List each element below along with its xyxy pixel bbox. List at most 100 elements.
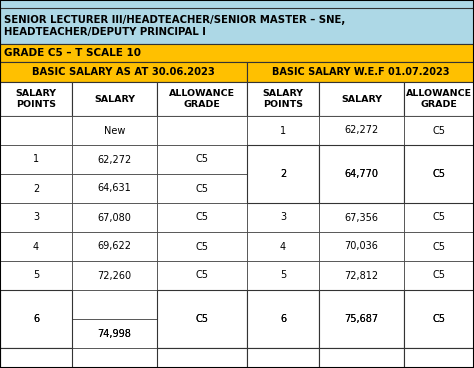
Bar [319, 290, 404, 348]
Bar [0, 232, 72, 261]
Bar [0, 261, 72, 290]
Bar [0, 0, 474, 8]
Bar [157, 232, 247, 261]
Bar [157, 116, 247, 145]
Bar [319, 290, 404, 319]
Bar [404, 82, 474, 116]
Bar [0, 203, 72, 232]
Text: C5: C5 [432, 125, 446, 135]
Bar [404, 319, 474, 348]
Text: 2: 2 [33, 184, 39, 194]
Text: C5: C5 [195, 155, 209, 164]
Text: 70,036: 70,036 [345, 241, 378, 251]
Bar [247, 174, 319, 203]
Text: 74,998: 74,998 [98, 329, 131, 339]
Bar [247, 319, 319, 348]
Bar [72, 348, 157, 368]
Bar [404, 290, 474, 348]
Bar [319, 174, 404, 203]
Bar [157, 290, 247, 319]
Text: 1: 1 [33, 155, 39, 164]
Text: C5: C5 [195, 270, 209, 280]
Bar [0, 44, 474, 62]
Text: SALARY
POINTS: SALARY POINTS [263, 89, 303, 109]
Bar [404, 174, 474, 203]
Bar [0, 319, 72, 348]
Bar [72, 145, 157, 174]
Bar [319, 348, 404, 368]
Text: 6: 6 [280, 314, 286, 324]
Bar [157, 348, 247, 368]
Text: C5: C5 [195, 314, 209, 324]
Text: 72,812: 72,812 [345, 270, 379, 280]
Bar [319, 82, 404, 116]
Text: 75,687: 75,687 [345, 314, 379, 324]
Text: 64,770: 64,770 [345, 169, 379, 179]
Bar [404, 203, 474, 232]
Text: C5: C5 [432, 212, 446, 223]
Bar [0, 8, 474, 44]
Bar [247, 145, 319, 203]
Bar [404, 145, 474, 174]
Bar [319, 145, 404, 174]
Text: 69,622: 69,622 [98, 241, 131, 251]
Bar [404, 348, 474, 368]
Bar [404, 232, 474, 261]
Bar [72, 319, 157, 348]
Bar [247, 82, 319, 116]
Text: C5: C5 [432, 314, 446, 324]
Bar [72, 232, 157, 261]
Bar [157, 290, 247, 348]
Text: 75,687: 75,687 [345, 314, 379, 324]
Text: 64,770: 64,770 [345, 169, 379, 179]
Bar [247, 232, 319, 261]
Bar [157, 145, 247, 174]
Text: C5: C5 [432, 270, 446, 280]
Text: SALARY: SALARY [341, 95, 382, 103]
Bar [319, 348, 404, 368]
Text: 3: 3 [33, 212, 39, 223]
Bar [247, 145, 319, 174]
Bar [0, 145, 72, 174]
Bar [0, 62, 247, 82]
Bar [319, 145, 404, 203]
Bar [247, 348, 319, 368]
Text: 72,260: 72,260 [98, 270, 132, 280]
Text: 5: 5 [280, 270, 286, 280]
Bar [319, 319, 404, 348]
Bar [247, 261, 319, 290]
Bar [404, 116, 474, 145]
Bar [247, 290, 319, 319]
Bar [72, 261, 157, 290]
Text: 4: 4 [33, 241, 39, 251]
Text: 2: 2 [280, 169, 286, 179]
Bar [0, 174, 72, 203]
Text: C5: C5 [195, 241, 209, 251]
Bar [247, 62, 474, 82]
Text: C5: C5 [195, 184, 209, 194]
Bar [247, 116, 319, 145]
Text: ALLOWANCE
GRADE: ALLOWANCE GRADE [406, 89, 472, 109]
Bar [319, 203, 404, 232]
Text: 74,998: 74,998 [98, 329, 131, 339]
Bar [0, 290, 72, 348]
Text: New: New [104, 125, 125, 135]
Bar [404, 348, 474, 368]
Text: 67,356: 67,356 [345, 212, 379, 223]
Text: 64,631: 64,631 [98, 184, 131, 194]
Bar [0, 116, 72, 145]
Text: SALARY: SALARY [94, 95, 135, 103]
Bar [0, 290, 72, 319]
Text: 6: 6 [280, 314, 286, 324]
Text: 5: 5 [33, 270, 39, 280]
Bar [404, 290, 474, 319]
Bar [157, 348, 247, 368]
Bar [0, 348, 72, 368]
Bar [72, 290, 157, 319]
Text: ALLOWANCE
GRADE: ALLOWANCE GRADE [169, 89, 235, 109]
Text: GRADE C5 – T SCALE 10: GRADE C5 – T SCALE 10 [4, 48, 141, 58]
Text: BASIC SALARY AS AT 30.06.2023: BASIC SALARY AS AT 30.06.2023 [32, 67, 215, 77]
Text: SENIOR LECTURER III/HEADTEACHER/SENIOR MASTER – SNE,
HEADTEACHER/DEPUTY PRINCIPA: SENIOR LECTURER III/HEADTEACHER/SENIOR M… [4, 15, 345, 37]
Text: 3: 3 [280, 212, 286, 223]
Bar [247, 348, 319, 368]
